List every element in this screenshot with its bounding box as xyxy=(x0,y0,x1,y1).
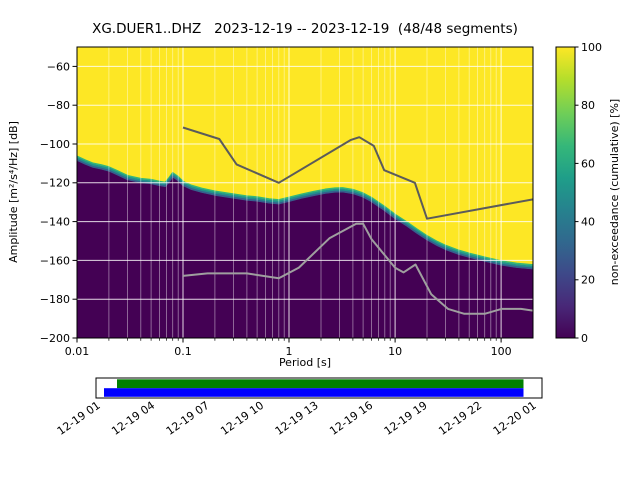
timeline-data-bar xyxy=(104,388,524,397)
colorbar-tick-label: 20 xyxy=(581,274,595,287)
colorbar: 0 20 40 60 80 100 xyxy=(555,41,602,345)
colorbar-label: non-exceedance (cumulative) [%] xyxy=(608,99,621,285)
low-nonexceedance-region xyxy=(77,160,533,338)
colorbar-tick-label: 40 xyxy=(581,216,595,229)
nlnm-noise-model-line xyxy=(182,222,533,315)
timeline-axis: 12-19 01 12-19 04 12-19 07 12-19 10 12-19 13… xyxy=(55,377,543,438)
y-tick-label: −140 xyxy=(40,216,70,229)
timeline-tick-label: 12-19 10 xyxy=(218,399,266,438)
timeline-tick-label: 12-19 19 xyxy=(382,399,430,438)
timeline-tick-label: 12-20 01 xyxy=(491,399,539,438)
x-tick-label: 0.1 xyxy=(174,345,192,358)
x-tick-label: 0.01 xyxy=(65,345,90,358)
y-tick-label: −160 xyxy=(40,254,70,267)
y-tick-label: −100 xyxy=(40,138,70,151)
colorbar-tick-label: 80 xyxy=(581,99,595,112)
timeline-tick-label: 12-19 07 xyxy=(164,399,212,438)
timeline-tick-label: 12-19 22 xyxy=(436,399,484,438)
y-axis-label: Amplitude [m²/s⁴/Hz] [dB] xyxy=(7,121,20,263)
colorbar-gradient xyxy=(556,47,575,338)
gridlines xyxy=(77,47,533,338)
timeline-tick-label: 12-19 16 xyxy=(327,399,375,438)
plot-area: 0.01 0.1 1 10 100 −60 −80 −100 −120 −140 −160 −180 −… xyxy=(40,46,534,358)
colorbar-frame xyxy=(555,46,576,339)
colorbar-tick-label: 0 xyxy=(581,332,588,345)
y-tick-label: −200 xyxy=(40,332,70,345)
y-tick-label: −80 xyxy=(47,99,70,112)
y-tick-label: −180 xyxy=(40,293,70,306)
y-tick-label: −120 xyxy=(40,177,70,190)
axes-frame xyxy=(76,46,534,339)
y-tick-label: −60 xyxy=(47,60,70,73)
chart-title: XG.DUER1..DHZ 2023-12-19 -- 2023-12-19 (… xyxy=(92,21,518,37)
timeline-segments-bar xyxy=(117,379,524,389)
colorbar-tick-label: 100 xyxy=(581,41,602,54)
colorbar-tick-label: 60 xyxy=(581,157,595,170)
timeline-tick-label: 12-19 04 xyxy=(109,399,157,438)
x-tick-label: 1 xyxy=(286,345,293,358)
x-axis-label: Period [s] xyxy=(279,356,331,369)
x-tick-label: 10 xyxy=(388,345,402,358)
x-tick-label: 100 xyxy=(491,345,512,358)
axis-ticks: 0.01 0.1 1 10 100 −60 −80 −100 −120 −140 −160 −180 −… xyxy=(40,60,512,358)
timeline-tick-label: 12-19 01 xyxy=(55,399,103,438)
nhnm-noise-model-line xyxy=(182,126,533,220)
timeline-tick-label: 12-19 13 xyxy=(273,399,321,438)
